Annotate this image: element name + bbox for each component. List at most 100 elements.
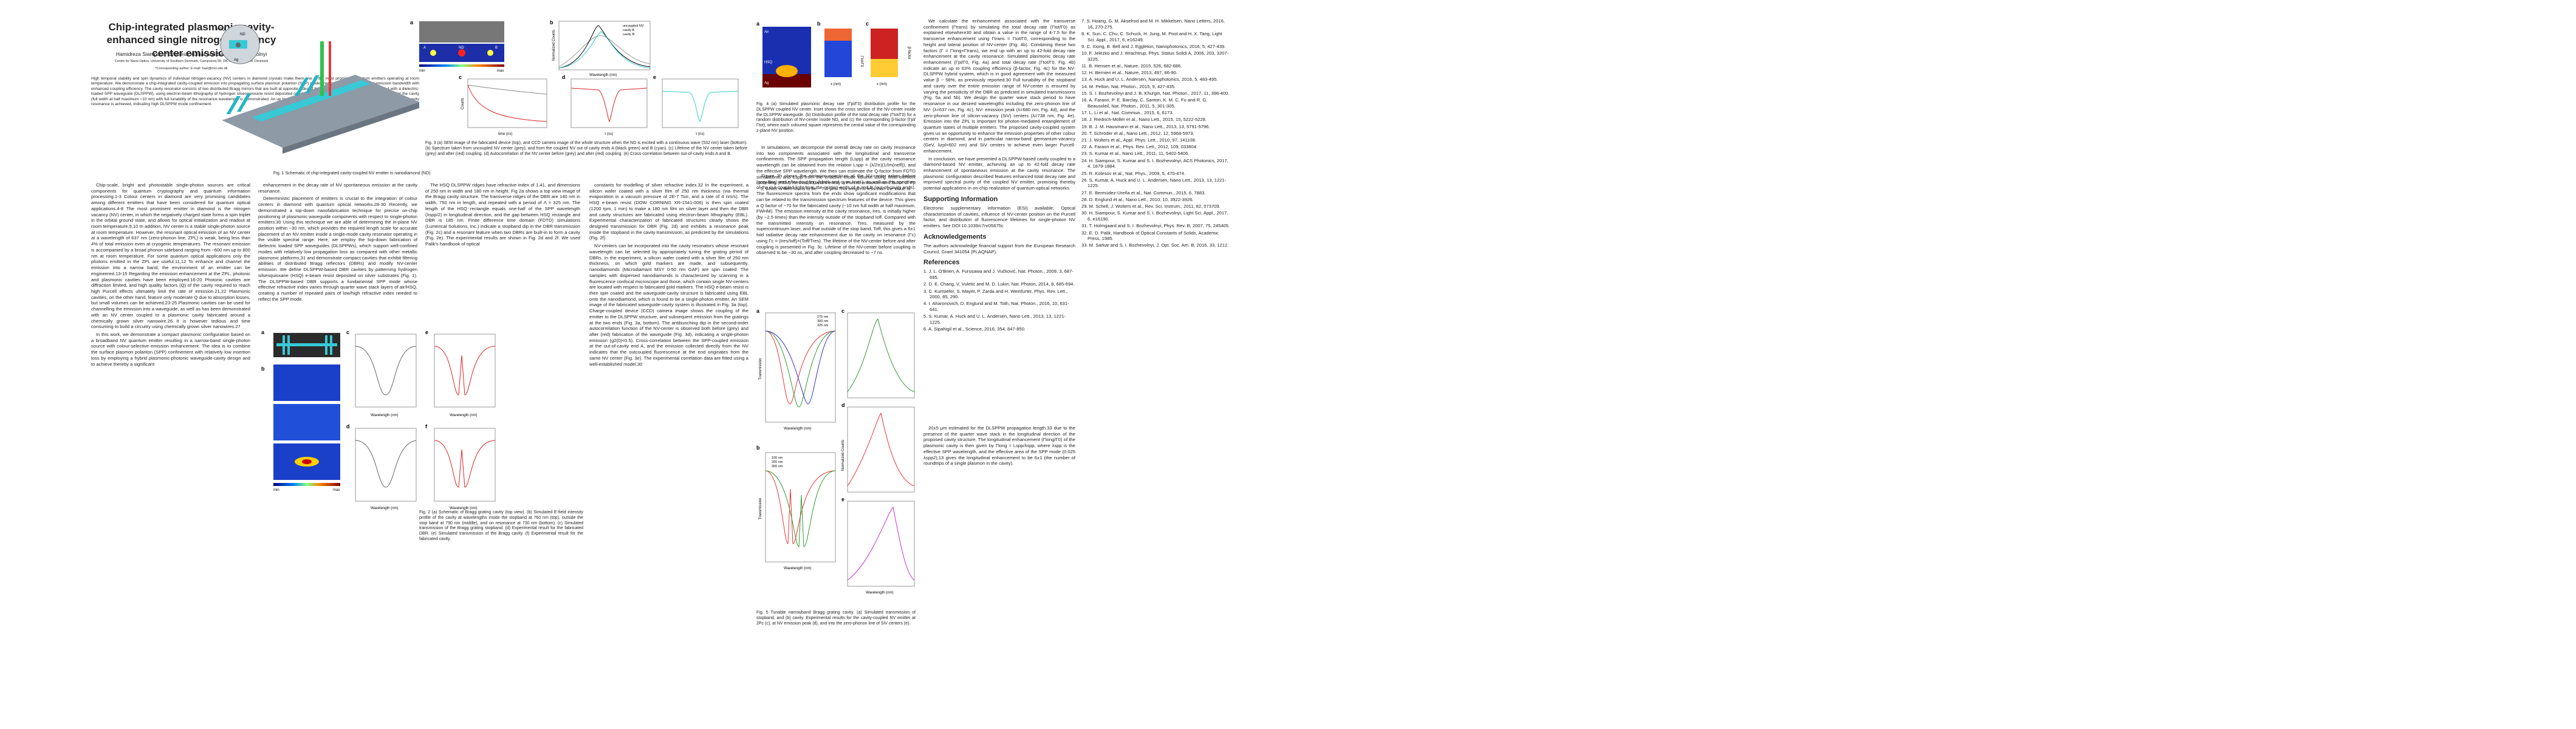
column: constants for modelling of silver refrac… <box>589 182 748 369</box>
figure-3-caption: Fig. 3 (a) SEM image of the fabricated d… <box>425 141 747 156</box>
paragraph: 2. D. E. Chang, V. Vuletić and M. D. Luk… <box>923 281 1075 287</box>
column: We calculate the enhancement associated … <box>923 18 1075 334</box>
legend: 275 nm <box>817 315 829 319</box>
paragraph: 19. B. J. M. Hausmann et al., Nano Lett.… <box>1081 123 1210 129</box>
paragraph: 27. E. Bermúdez-Ureña et al., Nat. Commu… <box>1081 190 1206 196</box>
paragraph: 15. S. I. Bozhevolnyi and J. B. Khurgin,… <box>1081 90 1230 96</box>
panel-label: b <box>550 19 553 26</box>
panel-label: d <box>841 402 845 408</box>
figure-2-caption: Fig. 2 (a) Schematic of Bragg grating ca… <box>419 510 583 541</box>
paragraph: 13. A. Huck and U. L. Andersen, Nanophot… <box>1081 77 1218 83</box>
scale-label: min <box>419 69 425 73</box>
email: *Corresponding author: E-mail: hasi@mci.… <box>155 67 228 70</box>
paragraph: 18. J. Riedrich-Möller et al., Nano Lett… <box>1081 117 1207 123</box>
paragraph: Deterministic placement of emitters is c… <box>258 196 417 302</box>
axis-label: Transmission <box>759 358 762 380</box>
material-label: Ag <box>764 81 769 85</box>
panel-label: b <box>261 366 265 372</box>
section-text: The authors acknowledge financial suppor… <box>923 242 1075 255</box>
paragraph: 14. M. Pelton, Nat. Photon., 2015, 9, 42… <box>1081 83 1176 89</box>
panel-label: e <box>425 329 428 335</box>
axis-label: x (nm) <box>831 83 841 86</box>
paragraph: We calculate the enhancement associated … <box>923 18 1075 154</box>
paragraph: 30. H. Siampour, S. Kumar and S. I. Bozh… <box>1081 210 1228 222</box>
paragraph: 20. T. Schröder et al., Nano Lett., 2012… <box>1081 130 1194 136</box>
panel-label: a <box>261 329 265 335</box>
paragraph: 28. D. Englund et al., Nano Lett., 2010,… <box>1081 196 1194 202</box>
paragraph: 21. J. Wolters et al., Appl. Phys. Lett.… <box>1081 137 1196 143</box>
paragraph: In conclusion, we have presented a DLSPP… <box>923 156 1075 191</box>
material-label: Air <box>764 30 769 34</box>
figure-5-caption: Fig. 5 Tunable narrowband Bragg grating … <box>756 611 916 626</box>
x-axis-label: Wavelength (nm) <box>450 414 477 417</box>
column: enhancement in the decay rate of NV spon… <box>258 182 417 304</box>
fig1-label: HSQ <box>217 28 225 32</box>
paragraph: 12. H. Bernien et al., Nature, 2013, 497… <box>1081 70 1177 76</box>
paragraph: In simulations, we decompose the overall… <box>756 145 916 192</box>
paragraph: 29. M. Schell, J. Wolters et al., Rev. S… <box>1081 204 1221 210</box>
axis-label: Wavelength (nm) <box>589 74 617 77</box>
panel-label: a <box>756 21 760 27</box>
paragraph: 20±5 μm estimated for the DLSPPW propaga… <box>923 425 1075 467</box>
column-paragraphs: We calculate the enhancement associated … <box>923 18 1075 191</box>
panel-label: a <box>410 19 414 26</box>
paragraph: 22. A. Faraon et al., Phys. Rev. Lett., … <box>1081 144 1198 150</box>
paragraph: 8. K. Sun, C. Chu, C. Schuck, H. Jung, M… <box>1081 30 1222 43</box>
authors: Hamidreza Siampour,* Shailesh Kumar and … <box>115 51 267 57</box>
spot-label: B <box>495 46 498 50</box>
legend: 200 nm <box>772 460 783 464</box>
paragraph: The HSQ DLSPPW ridges have refractive in… <box>425 182 580 247</box>
spot-label: A <box>423 46 426 50</box>
panel-label: d <box>562 74 566 80</box>
axis-label: x (nm) <box>877 83 887 86</box>
paragraph: 5. S. Kumar, A. Huck and U. L. Andersen,… <box>923 313 1066 326</box>
panel-label: c <box>459 74 462 80</box>
panel-label: e <box>841 496 844 502</box>
colorbar-label: β-factor <box>907 47 911 59</box>
paragraph: constants for modelling of silver refrac… <box>589 182 748 241</box>
legend: 300 nm <box>772 465 783 468</box>
section-heading: Acknowledgements <box>923 233 987 241</box>
legend: cavity B <box>623 33 635 36</box>
section-heading: References <box>923 259 960 267</box>
axis-label: Wavelength (nm) <box>784 427 811 431</box>
section-text: Electronic supplementary information (ES… <box>923 205 1075 229</box>
paragraph: 33. M. Sarkar and S. I. Bozhevolnyi, J. … <box>1081 242 1229 248</box>
legend: uncoupled NV <box>623 24 644 28</box>
panel-label: c <box>866 21 869 27</box>
axis-label: Normalized Counts <box>552 30 556 61</box>
axis-label: Transmission <box>759 498 762 519</box>
paragraph: 31. T. Holmgaard and S. I. Bozhevolnyi, … <box>1081 223 1230 229</box>
axis-label: Wavelength (nm) <box>784 567 811 570</box>
paragraph: 1. J. L. O'Brien, A. Furusawa and J. Vuč… <box>923 269 1074 281</box>
paragraph: 26. S. Kumar, A. Huck and U. L. Andersen… <box>1081 177 1227 189</box>
column: In simulations, we decompose the overall… <box>756 145 916 194</box>
paragraph: In this work, we demonstrate a compact p… <box>91 331 250 367</box>
scale-label: max <box>333 488 340 492</box>
paragraph: 32. E. D. Palik, Handbook of Optical Con… <box>1081 230 1219 242</box>
spot-label: ND <box>459 46 464 50</box>
paragraph: 6. A. Sipahigil et al., Science, 2016, 3… <box>923 326 1026 332</box>
figure-4: a b c Air HSQ Ag x (nm) x (nm) Γtot/Γ0 β-fac… <box>756 21 911 87</box>
figure-1-caption: Fig. 1 Schematic of chip-integrated cavi… <box>273 171 431 176</box>
paragraph: 24. H. Siampour, S. Kumar and S. I. Bozh… <box>1081 157 1228 169</box>
column: 20±5 μm estimated for the DLSPPW propaga… <box>923 425 1075 468</box>
paragraph: 10. F. Jelezko and J. Wrachtrup, Phys. S… <box>1081 50 1229 62</box>
column: Figure 3b shows the emission spectrum of… <box>756 173 916 258</box>
legend: 100 nm <box>772 456 783 460</box>
x-axis-label: Wavelength (nm) <box>450 507 477 510</box>
figure-3: a b c d e A ND B min max uncoupled NVcavit… <box>410 19 739 136</box>
colorbar-label: Γtot/Γ0 <box>860 56 863 67</box>
material-label: HSQ <box>764 61 772 64</box>
section-heading: Supporting Information <box>923 195 998 203</box>
paragraph: 16. A. Faraon, P. E. Barclay, C. Santori… <box>1081 97 1208 109</box>
legend: 300 nm <box>817 320 829 323</box>
legend: cavity A <box>623 29 634 32</box>
affiliation: Centre for Nano Optics, University of So… <box>114 60 269 63</box>
figure-2: a b min max c d e f Wavelength (nm) Wavel… <box>261 329 496 510</box>
column: The HSQ DLSPPW ridges have refractive in… <box>425 182 580 249</box>
paragraph: Figure 3b shows the emission spectrum of… <box>756 173 916 256</box>
axis-label: τ (ns) <box>605 132 613 136</box>
